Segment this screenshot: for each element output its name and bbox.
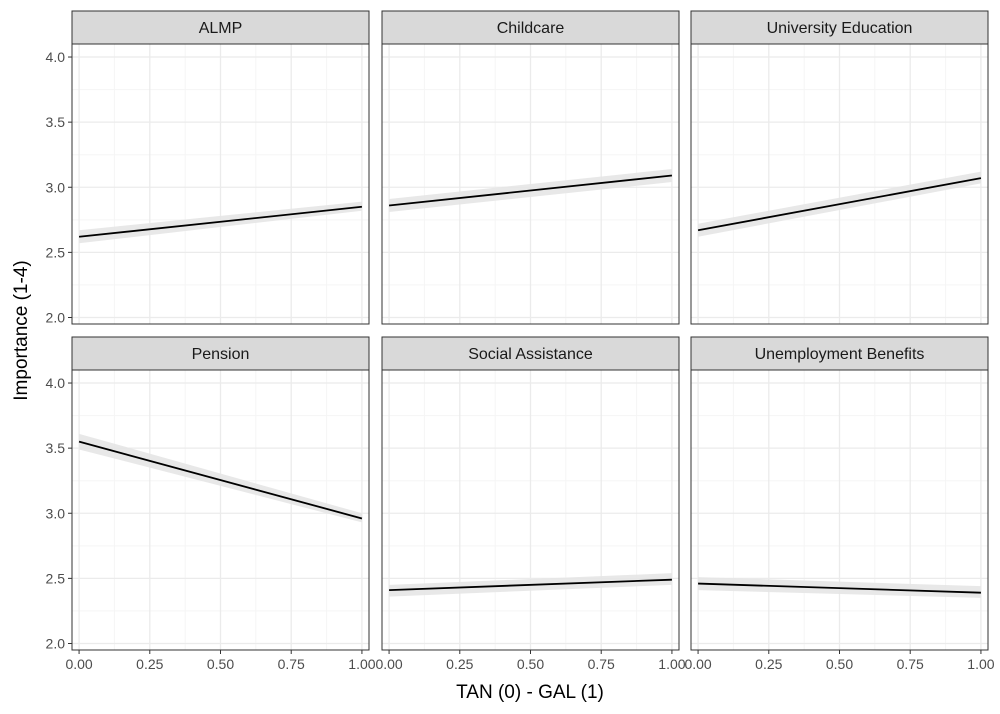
series-line [697, 177, 982, 232]
x-tick-label: 1.00 [348, 656, 375, 672]
y-tick-label: 2.5 [46, 244, 66, 260]
x-tick-label: 1.00 [658, 656, 685, 672]
facet-panel: Social Assistance 0.00 0.25 0.50 0.75 1.00 [375, 336, 686, 672]
facet-panel: University Education [690, 10, 989, 325]
facet-title: ALMP [199, 20, 243, 37]
x-axis-title: TAN (0) - GAL (1) [456, 682, 604, 703]
facet-title: University Education [767, 20, 913, 37]
x-tick-label: 0.50 [207, 656, 234, 672]
y-tick-label: 3.5 [46, 440, 66, 456]
y-tick-label: 4.0 [46, 49, 66, 65]
facet-strip [381, 336, 680, 371]
confidence-ribbon [79, 433, 362, 523]
facet-title: Pension [192, 346, 250, 363]
series-line [78, 440, 363, 520]
facet-strip [71, 336, 370, 371]
y-axis-title: Importance (1-4) [11, 260, 32, 400]
x-tick-label: 0.00 [684, 656, 711, 672]
facet-title: Social Assistance [468, 346, 593, 363]
y-tick-label: 2.0 [46, 635, 66, 651]
series-line [389, 578, 672, 591]
x-tick-label: 1.00 [967, 656, 994, 672]
y-tick-label: 4.0 [46, 375, 66, 391]
facet-strip [381, 10, 680, 45]
x-tick-label: 0.50 [826, 656, 853, 672]
facet-panel: Pension 2.0 2.5 3.0 3.5 4.0 0.00 0.25 0.50 0.75 1.… [46, 336, 376, 672]
facet-panel: ALMP 2.0 2.5 3.0 3.5 4.0 [46, 10, 370, 325]
y-tick-label: 3.0 [46, 179, 66, 195]
facet-strip [71, 10, 370, 45]
facet-title: Unemployment Benefits [755, 346, 925, 363]
y-tick-label: 2.0 [46, 309, 66, 325]
series-line [698, 582, 981, 594]
x-tick-label: 0.75 [278, 656, 305, 672]
facet-panel: Unemployment Benefits 0.00 0.25 0.50 0.75 1.0… [684, 336, 995, 672]
y-tick-label: 3.0 [46, 505, 66, 521]
x-tick-label: 0.50 [517, 656, 544, 672]
x-tick-label: 0.75 [588, 656, 615, 672]
y-tick-label: 3.5 [46, 114, 66, 130]
x-tick-label: 0.25 [136, 656, 163, 672]
series-line [78, 205, 363, 238]
y-tick-label: 2.5 [46, 570, 66, 586]
facet-panel: Childcare [381, 10, 680, 325]
facet-strip [690, 10, 989, 45]
x-tick-label: 0.75 [897, 656, 924, 672]
x-tick-label: 0.25 [446, 656, 473, 672]
x-tick-label: 0.00 [65, 656, 92, 672]
x-tick-label: 0.00 [375, 656, 402, 672]
facet-strip [690, 336, 989, 371]
facet-title: Childcare [497, 20, 565, 37]
series-line [388, 174, 673, 207]
x-tick-label: 0.25 [755, 656, 782, 672]
